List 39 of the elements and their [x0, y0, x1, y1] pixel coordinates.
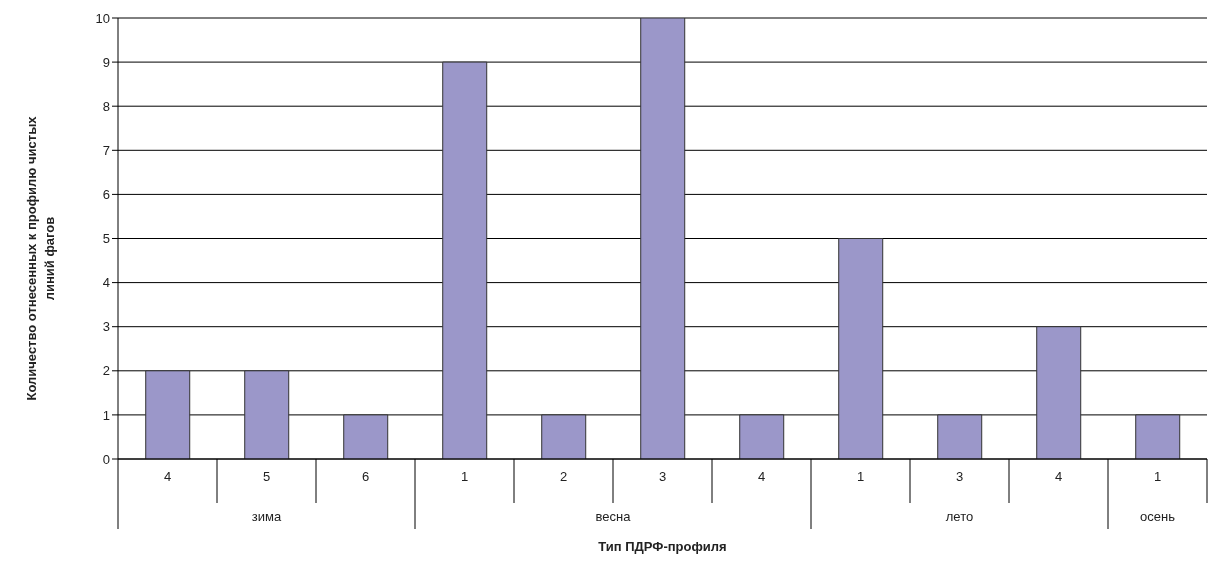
- x-tick-label: 3: [658, 469, 667, 484]
- bar: [1135, 414, 1181, 459]
- bar: [739, 414, 785, 459]
- y-tick-label: 4: [102, 275, 110, 291]
- x-tick-label: 1: [1153, 469, 1162, 484]
- bar: [244, 370, 290, 459]
- y-tick-label: 8: [102, 98, 110, 114]
- y-tick-label: 10: [95, 10, 110, 26]
- y-tick-label: 1: [102, 407, 110, 423]
- text: весна: [595, 509, 632, 524]
- bar: [541, 414, 587, 459]
- x-tick-label: 4: [1054, 469, 1063, 484]
- text: зима: [251, 509, 282, 524]
- bar: [442, 61, 488, 459]
- y-tick-label: 0: [102, 451, 110, 467]
- y-tick-label: 5: [102, 231, 110, 247]
- x-tick-label: 2: [559, 469, 568, 484]
- x-tick-label: 1: [856, 469, 865, 484]
- x-tick-label: 5: [262, 469, 271, 484]
- bar: [838, 238, 884, 459]
- bar: [145, 370, 191, 459]
- text: лето: [945, 509, 974, 524]
- x-axis-title: Тип ПДРФ-профиля: [598, 539, 727, 554]
- y-tick-label: 6: [102, 187, 110, 203]
- x-tick-label: 4: [163, 469, 172, 484]
- y-axis-title: Количество отнесенных к профилю чистых линий фагов: [24, 115, 57, 401]
- y-tick-label: 3: [102, 319, 110, 335]
- text: осень: [1140, 509, 1176, 524]
- bar: [343, 414, 389, 459]
- bar: [640, 18, 686, 459]
- bar: [937, 414, 983, 459]
- y-tick-label: 9: [102, 54, 110, 70]
- x-tick-label: 1: [460, 469, 469, 484]
- y-tick-label: 2: [102, 363, 110, 379]
- x-tick-label: 6: [361, 469, 370, 484]
- y-tick-label: 7: [102, 142, 110, 158]
- x-tick-label: 4: [757, 469, 766, 484]
- bar: [1036, 326, 1082, 459]
- x-tick-label: 3: [955, 469, 964, 484]
